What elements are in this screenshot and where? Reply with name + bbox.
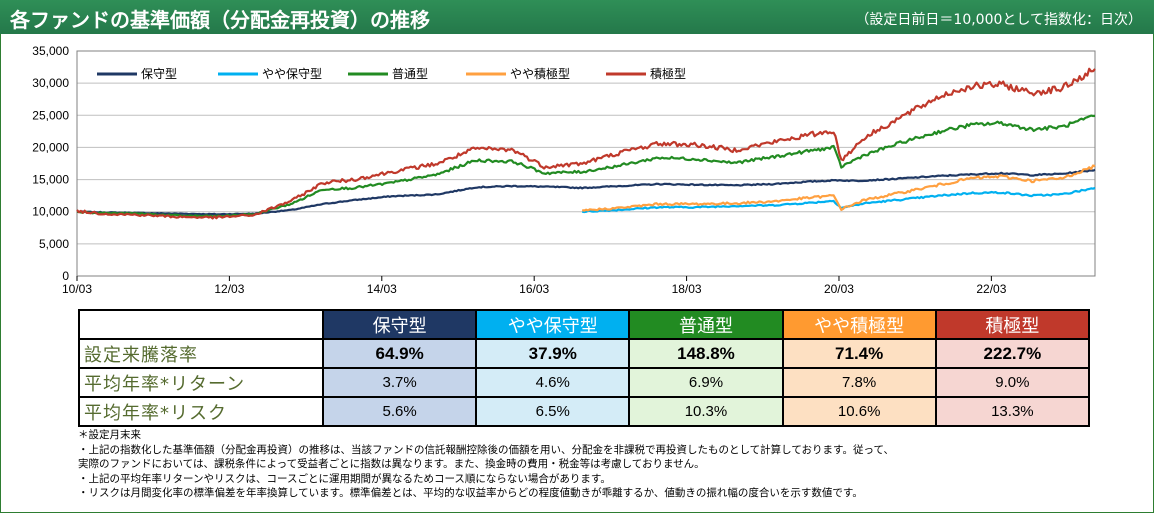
- table-row: 設定来騰落率 64.9% 37.9% 148.8% 71.4% 222.7%: [78, 338, 1091, 369]
- y-tick-label: 20,000: [32, 140, 69, 154]
- x-tick-label: 16/03: [519, 282, 549, 296]
- row-label: 平均年率*リスク: [78, 396, 324, 427]
- chart-axes: 0 5,000 10,000 15,000 20,000 25,000 30,000 35,0…: [32, 44, 1006, 296]
- legend-label: 普通型: [392, 67, 428, 81]
- table-header-cell: やや保守型: [475, 309, 631, 340]
- series-line-5: [76, 67, 1096, 220]
- table-cell: 71.4%: [781, 338, 937, 369]
- series-line-3: [76, 114, 1096, 218]
- series-line-4: [581, 164, 1096, 212]
- x-tick-label: 12/03: [214, 282, 244, 296]
- table-cell: 10.6%: [781, 396, 937, 427]
- legend-label: やや積極型: [510, 66, 570, 81]
- chart-grid: [76, 50, 1096, 277]
- legend-label: やや保守型: [262, 67, 322, 81]
- table-cell: 5.6%: [321, 396, 478, 427]
- note-line: ＊設定月末来: [78, 429, 141, 441]
- page-title: 各ファンドの基準価額（分配金再投資）の推移: [10, 8, 430, 32]
- table-cell: 37.9%: [475, 338, 631, 369]
- table-header-row: 保守型 やや保守型 普通型 やや積極型 積極型: [78, 309, 1091, 340]
- note-line: 実際のファンドにおいては、課税条件によって受益者ごとに指数は異なります。また、換…: [78, 458, 705, 470]
- legend-label: 保守型: [141, 67, 177, 81]
- chart-legend: 保守型 やや保守型 普通型 やや積極型 積極型: [97, 66, 686, 81]
- row-label: 平均年率*リターン: [78, 367, 324, 398]
- x-tick-label: 14/03: [367, 282, 397, 296]
- header-bar: 各ファンドの基準価額（分配金再投資）の推移 （設定日前日＝10,000として指数…: [0, 0, 1154, 34]
- notes: ＊設定月末来・上記の指数化した基準価額（分配金再投資）の推移は、当該ファンドの信…: [78, 428, 1138, 501]
- series-line-2: [581, 186, 1096, 214]
- y-tick-label: 25,000: [32, 108, 69, 122]
- y-tick-label: 0: [62, 269, 69, 283]
- table-cell: 13.3%: [934, 396, 1091, 427]
- note-line: ・リスクは月間変化率の標準偏差を年率換算しています。標準偏差とは、平均的な収益率…: [78, 487, 863, 499]
- table-row: 平均年率*リスク 5.6% 6.5% 10.3% 10.6% 13.3%: [78, 396, 1091, 427]
- series-line-1: [76, 168, 1096, 216]
- x-tick-label: 10/03: [62, 282, 92, 296]
- row-label: 設定来騰落率: [78, 338, 324, 369]
- table-cell: 222.7%: [934, 338, 1091, 369]
- table-cell: 7.8%: [781, 367, 937, 398]
- table-row: 平均年率*リターン 3.7% 4.6% 6.9% 7.8% 9.0%: [78, 367, 1091, 398]
- table-cell: 9.0%: [934, 367, 1091, 398]
- chart-subtitle: （設定日前日＝10,000として指数化：日次）: [855, 12, 1142, 28]
- y-tick-label: 10,000: [32, 205, 69, 219]
- plot-border: [76, 50, 1096, 277]
- table-header-cell: 保守型: [321, 309, 478, 340]
- table-corner: [78, 309, 324, 340]
- performance-table: 保守型 やや保守型 普通型 やや積極型 積極型 設定来騰落率 64.9% 37.9% 148.…: [78, 309, 1091, 427]
- chart-series: [76, 67, 1096, 220]
- table-cell: 10.3%: [628, 396, 784, 427]
- note-line: ・上記の平均年率リターンやリスクは、コースごとに運用期間が異なるためコース順にな…: [78, 472, 611, 485]
- note-line: ・上記の指数化した基準価額（分配金再投資）の推移は、当該ファンドの信託報酬控除後…: [78, 443, 894, 456]
- table-cell: 3.7%: [321, 367, 478, 398]
- table-cell: 4.6%: [475, 367, 631, 398]
- table-header-cell: 積極型: [934, 309, 1091, 340]
- table-header-cell: 普通型: [628, 309, 784, 340]
- y-tick-label: 5,000: [39, 237, 69, 251]
- table-cell: 6.5%: [475, 396, 631, 427]
- y-tick-label: 35,000: [32, 44, 69, 58]
- table-cell: 64.9%: [321, 338, 478, 369]
- table-cell: 6.9%: [628, 367, 784, 398]
- y-tick-label: 30,000: [32, 76, 69, 90]
- table-header-cell: やや積極型: [781, 309, 937, 340]
- x-tick-label: 18/03: [672, 282, 702, 296]
- line-chart: 0 5,000 10,000 15,000 20,000 25,000 30,000 35,0…: [32, 44, 1096, 296]
- legend-label: 積極型: [650, 66, 686, 81]
- x-tick-label: 22/03: [976, 282, 1006, 296]
- table-cell: 148.8%: [628, 338, 784, 369]
- x-tick-label: 20/03: [824, 282, 854, 296]
- y-tick-label: 15,000: [32, 173, 69, 187]
